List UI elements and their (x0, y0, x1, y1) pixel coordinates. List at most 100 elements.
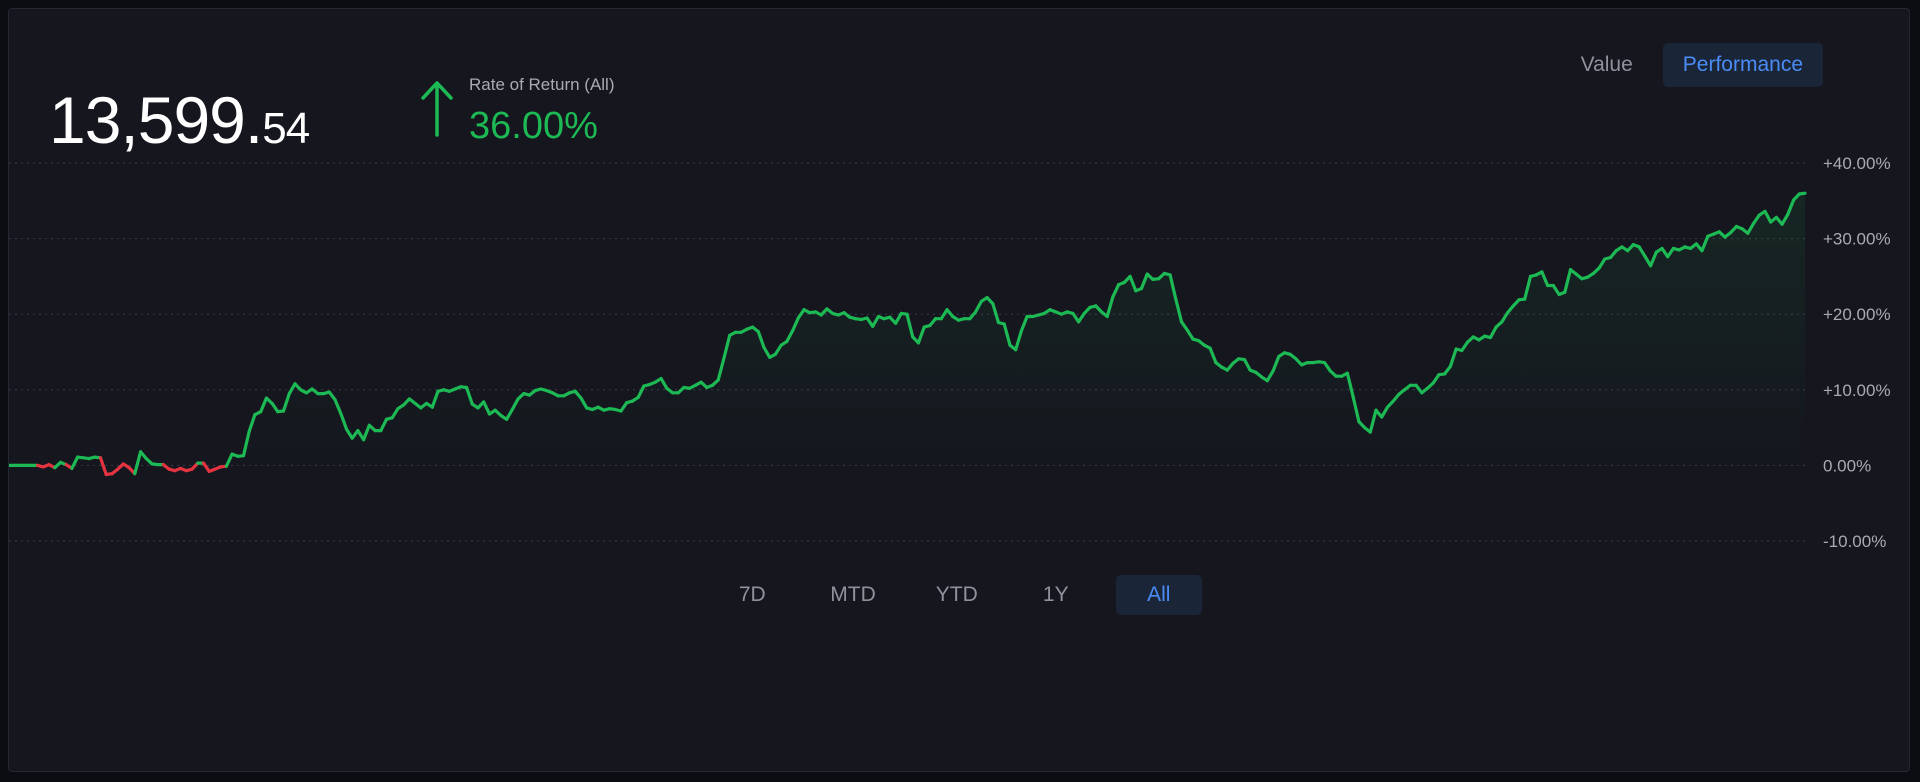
performance-line-chart: +40.00% +30.00% +20.00% +10.00% 0.00% -10.00% (9, 154, 1891, 551)
performance-line-segment (1797, 191, 1807, 196)
performance-line-segment (362, 423, 371, 442)
performance-line-segment (510, 397, 520, 412)
performance-line-segment (247, 413, 257, 433)
performance-line-segment (1637, 245, 1647, 258)
performance-line-segment (224, 452, 234, 468)
performance-line-segment (339, 411, 349, 431)
y-tick-label: +40.00% (1823, 154, 1891, 173)
view-toggle: Value Performance (1561, 43, 1823, 87)
portfolio-value: 13,599.54 (49, 87, 310, 153)
performance-line-segment (1105, 295, 1115, 319)
performance-line-segment (762, 345, 772, 359)
performance-line-segment (1551, 283, 1561, 297)
performance-line-segment (659, 376, 669, 390)
performance-line-segment (939, 308, 949, 321)
performance-line-segment (1368, 408, 1378, 434)
portfolio-chart-panel: 13,599.54 Rate of Return (All) 36.00% Va… (8, 8, 1910, 772)
performance-line-segment (465, 385, 474, 406)
performance-line-segment (1460, 340, 1470, 353)
value-view-button[interactable]: Value (1580, 53, 1633, 76)
range-tab-mtd[interactable]: MTD (830, 583, 876, 606)
rate-of-return-value: 36.00% (469, 105, 598, 147)
performance-line-segment (973, 299, 984, 314)
performance-line-segment (716, 356, 726, 382)
performance-line-segment (241, 429, 251, 458)
performance-line-segment (1431, 373, 1441, 385)
performance-line-segment (579, 396, 589, 410)
performance-line-segment (70, 455, 80, 470)
performance-line-segment (636, 384, 646, 399)
performance-line-segment (1242, 358, 1252, 372)
performance-line-segment (773, 343, 783, 356)
y-tick-label: -10.00% (1823, 532, 1886, 551)
performance-line-segment (344, 427, 354, 440)
performance-line-segment (1168, 273, 1178, 301)
performance-line-segment (1019, 314, 1029, 333)
y-tick-label: +30.00% (1823, 230, 1891, 249)
performance-line-segment (1763, 209, 1773, 224)
performance-line-segment (430, 389, 440, 409)
performance-line-segment (991, 302, 1001, 325)
performance-line-segment (790, 316, 800, 333)
portfolio-value-cents: 54 (262, 104, 310, 153)
performance-view-button[interactable]: Performance (1662, 43, 1823, 87)
performance-line-segment (98, 456, 108, 477)
performance-line-segment (281, 392, 291, 413)
portfolio-value-main: 13,599. (49, 83, 263, 157)
performance-line-segment (379, 417, 389, 433)
performance-line-segment (1786, 198, 1796, 216)
performance-line-segment (1174, 297, 1184, 324)
performance-line-segment (1111, 283, 1121, 299)
range-tab-1y[interactable]: 1Y (1042, 583, 1069, 606)
performance-line-segment (333, 398, 343, 415)
arrow-up-icon (421, 81, 453, 137)
performance-line-segment (201, 461, 211, 473)
range-tab-all[interactable]: All (1115, 575, 1202, 615)
performance-line-segment (1271, 354, 1281, 373)
performance-line-segment (390, 407, 400, 420)
performance-line-segment (785, 329, 795, 343)
performance-line-segment (1780, 212, 1790, 226)
performance-area-fill (9, 193, 1805, 475)
performance-line-segment (1597, 257, 1607, 270)
performance-line-segment (905, 312, 915, 339)
performance-line-segment (1139, 272, 1149, 291)
performance-line-segment (270, 401, 280, 414)
performance-line-segment (722, 333, 732, 360)
performance-line-segment (1746, 221, 1756, 235)
performance-line-segment (1540, 270, 1550, 288)
y-tick-label: 0.00% (1823, 456, 1871, 475)
y-tick-label: +20.00% (1823, 305, 1891, 324)
performance-line-segment (1208, 346, 1218, 365)
performance-line-segment (259, 396, 268, 414)
rate-of-return-label: Rate of Return (All) (469, 75, 615, 94)
performance-line-segment (1322, 361, 1332, 373)
performance-line-segment (133, 450, 143, 476)
performance-line-segment (1014, 329, 1024, 352)
performance-line-segment (1563, 268, 1573, 294)
performance-line-segment (619, 401, 629, 413)
performance-line-segment (1751, 213, 1761, 226)
performance-line-segment (1345, 371, 1355, 399)
performance-line-segment (1351, 395, 1361, 424)
range-tab-7d[interactable]: 7D (738, 583, 766, 606)
time-range-tabs: 7D MTD YTD 1Y All (9, 575, 1909, 615)
performance-line-segment (287, 382, 297, 396)
performance-line-segment (796, 308, 806, 320)
performance-line-segment (871, 314, 881, 328)
range-tab-ytd[interactable]: YTD (935, 583, 978, 606)
y-tick-label: +10.00% (1823, 381, 1891, 400)
performance-line-segment (482, 400, 492, 416)
performance-line-segment (1488, 325, 1498, 340)
performance-line-segment (1002, 322, 1012, 347)
performance-line-segment (1648, 250, 1658, 268)
performance-line-segment (505, 407, 514, 421)
performance-line-segment (1448, 347, 1458, 368)
performance-line-segment (1500, 311, 1510, 324)
performance-line-segment (1523, 274, 1533, 301)
performance-line-segment (1185, 328, 1195, 341)
performance-line-segment (1076, 311, 1086, 324)
performance-line-segment (1380, 405, 1390, 419)
performance-line-segment (1265, 369, 1275, 383)
performance-line-segment (893, 311, 903, 325)
